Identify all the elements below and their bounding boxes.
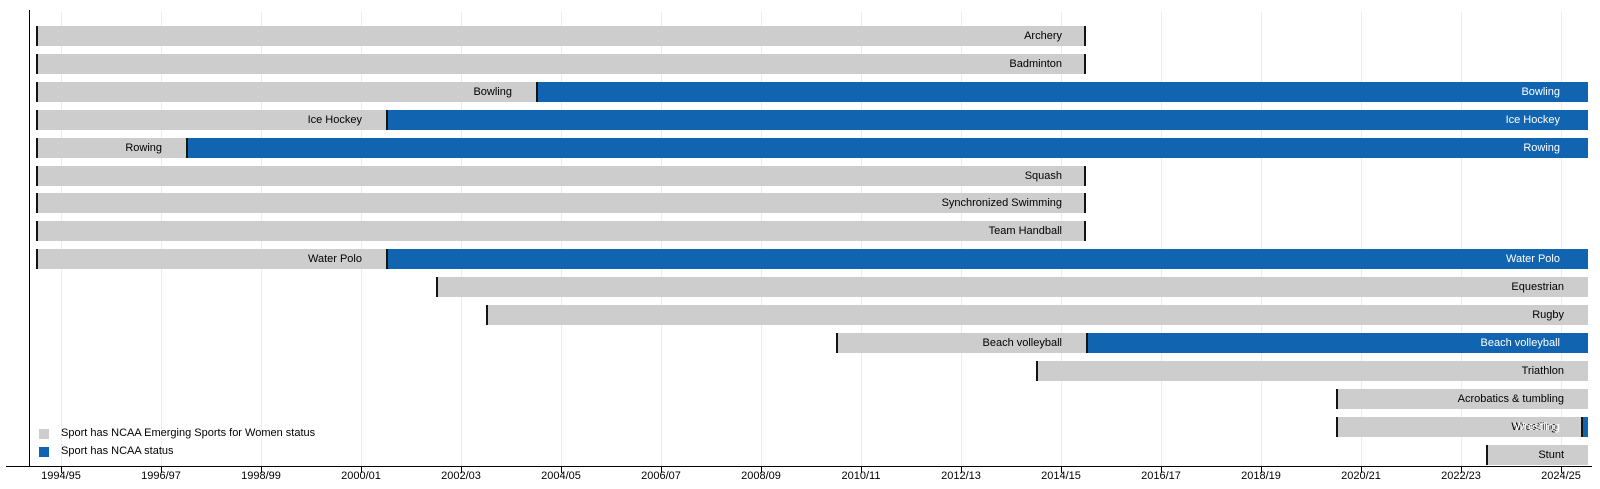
bar-segment-emerging (1336, 388, 1588, 409)
bar-segment-emerging (36, 221, 1086, 242)
gridline (1561, 12, 1562, 466)
gridline (1161, 12, 1162, 466)
tick-label: 2012/13 (941, 470, 981, 482)
tick-label: 2010/11 (841, 470, 881, 482)
x-axis-line (6, 466, 1592, 467)
gridline (1361, 12, 1362, 466)
bar-segment-emerging (1036, 360, 1588, 381)
tick-label: 2022/23 (1441, 470, 1481, 482)
gridline (1261, 12, 1262, 466)
bar-label: Rowing (1523, 141, 1560, 154)
bar-label: Bowling (473, 85, 512, 98)
bar-label: Triathlon (1521, 364, 1564, 377)
bar-label: Water Polo (307, 253, 362, 266)
bar-label: Badminton (1009, 57, 1062, 70)
bar-segment-ncaa (1086, 332, 1588, 353)
tick-label: 2020/21 (1341, 470, 1381, 482)
tick-mark (1561, 467, 1562, 473)
bar-segment-emerging (36, 109, 386, 130)
y-axis-line (29, 10, 30, 467)
tick-mark (1261, 467, 1262, 473)
bar-segment-emerging (836, 332, 1086, 353)
tick-mark (1461, 467, 1462, 473)
tick-label: 2000/01 (341, 470, 381, 482)
bar-segment-emerging (36, 81, 536, 102)
bar-segment-emerging (486, 305, 1588, 325)
tick-label: 2002/03 (441, 470, 481, 482)
bar-label: Beach volleyball (982, 336, 1063, 349)
tick-mark (661, 467, 662, 473)
tick-label: 2016/17 (1141, 470, 1181, 482)
bar-segment-ncaa (186, 137, 1588, 158)
bar-segment-ncaa (386, 109, 1588, 130)
tick-label: 2004/05 (541, 470, 581, 482)
bar-segment-emerging (36, 137, 186, 158)
bar-label: Rowing (125, 141, 162, 154)
bar-label: Team Handball (988, 225, 1062, 238)
tick-label: 2008/09 (741, 470, 781, 482)
tick-mark (761, 467, 762, 473)
bar-segment-ncaa (386, 249, 1588, 270)
bar-label: Wrestling (1514, 420, 1560, 433)
emerging-status-swatch (39, 429, 49, 439)
bar-label: Ice Hockey (1505, 113, 1560, 126)
tick-mark (1361, 467, 1362, 473)
tick-label: 2006/07 (641, 470, 681, 482)
ncaa-status-swatch (39, 447, 49, 457)
bar-label: Synchronized Swimming (941, 197, 1062, 210)
bar-label: Acrobatics & tumbling (1457, 392, 1564, 405)
tick-label: 2018/19 (1241, 470, 1281, 482)
tick-mark (161, 467, 162, 473)
tick-mark (861, 467, 862, 473)
bar-segment-emerging (1336, 416, 1581, 437)
tick-label: 1998/99 (241, 470, 281, 482)
bar-segment-emerging (36, 26, 1086, 46)
tick-label: 1994/95 (41, 470, 81, 482)
tick-mark (1061, 467, 1062, 473)
bar-segment-emerging (36, 165, 1086, 186)
tick-mark (961, 467, 962, 473)
tick-label: 1996/97 (141, 470, 181, 482)
bar-segment-emerging (36, 249, 386, 270)
bar-segment-emerging (1486, 444, 1588, 465)
bar-label: Stunt (1538, 448, 1564, 461)
bar-label: Water Polo (1505, 253, 1560, 266)
tick-label: 2024/25 (1541, 470, 1581, 482)
tick-mark (361, 467, 362, 473)
bar-label: Equestrian (1511, 281, 1564, 294)
bar-label: Rugby (1532, 309, 1564, 321)
tick-label: 2014/15 (1041, 470, 1081, 482)
bar-label: Wrestling (1511, 420, 1557, 433)
bar-label: Ice Hockey (307, 113, 362, 126)
bar-segment-emerging (36, 53, 1086, 74)
bar-label: Beach volleyball (1480, 336, 1561, 349)
bar-segment-ncaa (1581, 416, 1588, 437)
gridline (1461, 12, 1462, 466)
tick-mark (261, 467, 262, 473)
tick-mark (1161, 467, 1162, 473)
bar-segment-emerging (36, 193, 1086, 214)
bar-label: Squash (1024, 169, 1062, 182)
bar-segment-emerging (436, 277, 1588, 298)
bar-segment-ncaa (536, 81, 1588, 102)
legend-label: Sport has NCAA Emerging Sports for Women… (61, 427, 316, 439)
tick-mark (561, 467, 562, 473)
tick-mark (461, 467, 462, 473)
tick-mark (61, 467, 62, 473)
bar-label: Bowling (1521, 85, 1560, 98)
bar-label: Archery (1024, 30, 1062, 42)
legend-label: Sport has NCAA status (61, 445, 174, 457)
